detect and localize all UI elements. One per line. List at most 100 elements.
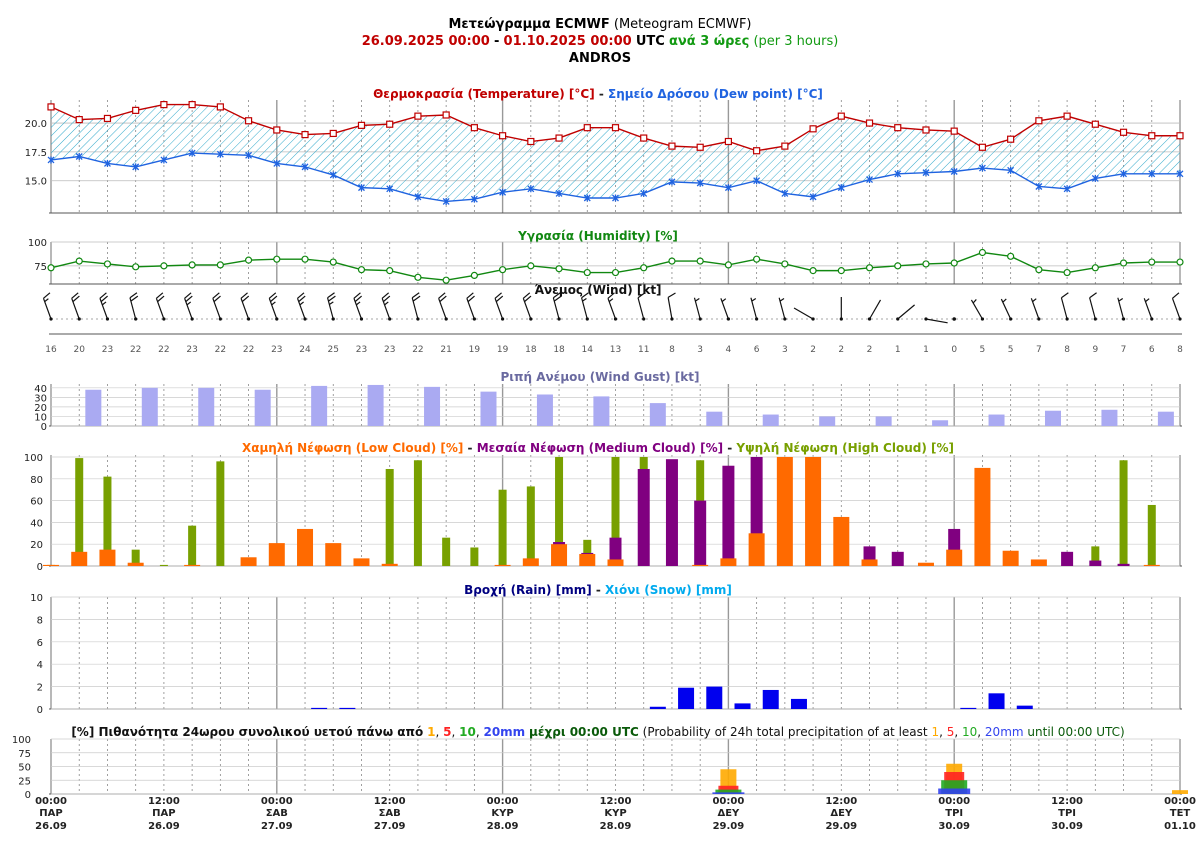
temperature-point: [865, 119, 874, 127]
wind-barb: [411, 292, 421, 321]
wind-station-dot: [811, 317, 815, 321]
dewpoint-title: Σημείο Δρόσου (Dew point) [°C]: [608, 87, 823, 101]
wind-station-dot: [77, 317, 81, 321]
temperature-point: [894, 124, 902, 132]
x-tick-date: 29.09: [825, 821, 857, 832]
wind-station-dot: [303, 317, 307, 321]
medium-cloud-bar: [1117, 563, 1130, 566]
temperature-point: [1063, 112, 1071, 120]
high-cloud-bar: [611, 457, 620, 566]
wind-barb-full: [185, 295, 193, 303]
dewpoint-point: [724, 184, 732, 192]
wind-barb-full: [353, 292, 361, 299]
wind-shaft: [750, 297, 758, 320]
humidity-ytick: 75: [34, 262, 47, 273]
prob-ytick: 75: [18, 749, 31, 760]
wind-barb-full: [298, 295, 306, 303]
wind-barb: [896, 304, 915, 321]
medium-cloud-bar: [722, 465, 735, 566]
wind-speed-label: 16: [45, 345, 57, 355]
x-tick-day: ΔΕΥ: [717, 808, 740, 819]
wind-speed-label: 0: [951, 345, 957, 355]
wind-barb-full: [71, 292, 79, 299]
wind-station-dot: [924, 317, 928, 321]
low-cloud-bar: [776, 457, 793, 566]
high-cloud-bar: [498, 489, 507, 566]
x-tick-time: 12:00: [825, 796, 857, 807]
dewpoint-point: [668, 178, 676, 186]
temperature-point: [724, 137, 733, 146]
humidity-point: [75, 257, 83, 265]
temperature-point: [329, 129, 337, 138]
cloud-panel-title: Χαμηλή Νέφωση (Low Cloud) [%] - Μεσαία Ν…: [242, 441, 954, 455]
rain-ytick: 10: [30, 593, 43, 604]
wind-barb: [353, 292, 364, 321]
wind-shaft: [1171, 298, 1181, 320]
gust-bar: [1044, 410, 1061, 426]
high-cloud-bar: [159, 564, 168, 566]
humidity-point: [160, 262, 168, 270]
wind-speed-label: 6: [754, 345, 760, 355]
humidity-point: [837, 267, 845, 275]
gust-ytick: 0: [41, 422, 47, 433]
wind-shaft: [155, 298, 165, 320]
x-tick-time: 12:00: [1051, 796, 1083, 807]
high-cloud-bar: [75, 458, 84, 566]
rain-ytick: 6: [37, 638, 43, 649]
wind-station-dot: [839, 317, 843, 321]
wind-shaft: [184, 298, 193, 320]
wind-barb-half: [1118, 298, 1124, 302]
wind-barb: [607, 292, 618, 321]
wind-shaft: [693, 297, 701, 320]
low-cloud-bar: [325, 543, 342, 566]
wind-station-dot: [134, 317, 138, 321]
wind-speed-label: 5: [1008, 345, 1014, 355]
prob-ytick: 25: [18, 776, 31, 787]
wind-station-dot: [218, 317, 222, 321]
gust-bar: [424, 386, 441, 426]
step-en: (per 3 hours): [753, 34, 839, 49]
gust-ytick: 10: [34, 412, 47, 423]
dewpoint-point: [499, 188, 507, 196]
wind-station-dot: [896, 317, 900, 321]
wind-station-dot: [529, 317, 533, 321]
dewpoint-point: [188, 149, 196, 157]
temperature-point: [837, 112, 845, 120]
gust-bar: [1101, 409, 1118, 426]
x-tick-day: ΤΕΤ: [1170, 808, 1191, 819]
dewpoint-point: [837, 184, 845, 192]
wind-barb: [155, 292, 166, 321]
medium-cloud-bar: [694, 500, 707, 566]
wind-speed-label: 19: [497, 345, 509, 355]
humidity-point: [781, 260, 789, 268]
wind-barb-full: [327, 292, 335, 299]
wind-shaft: [353, 298, 363, 320]
medium-cloud-bar: [665, 459, 678, 566]
wind-barb-full: [467, 295, 475, 303]
wind-barb-full: [667, 292, 676, 298]
humidity-title: Υγρασία (Humidity) [%]: [517, 229, 678, 243]
x-tick-date: 30.09: [1051, 821, 1083, 832]
wind-barb-full: [1172, 292, 1180, 299]
humidity-point: [696, 257, 704, 265]
wind-barb-full: [381, 292, 390, 299]
gust-bar: [480, 391, 497, 426]
cloud-ytick: 60: [30, 497, 43, 508]
wind-station-dot: [444, 317, 448, 321]
wind-speed-label: 2: [838, 345, 844, 355]
wind-station-dot: [331, 317, 335, 321]
temperature-point: [1091, 120, 1099, 128]
low-cloud-bar: [551, 544, 568, 566]
gust-bar: [311, 385, 328, 426]
low-cloud-bar: [974, 467, 991, 566]
temperature-point: [809, 125, 817, 133]
date-end: 01.10.2025 00:00: [503, 34, 632, 49]
x-axis-labels: 00:00ΠΑΡ26.0912:00ΠΑΡ26.0900:00ΣΑΒ27.091…: [35, 796, 1196, 832]
wind-barb-full: [72, 295, 80, 303]
wind-speed-label: 22: [130, 345, 141, 355]
low-cloud-bar: [43, 564, 59, 566]
wind-barb: [778, 297, 787, 321]
wind-shaft: [296, 298, 306, 320]
gust-bar: [536, 394, 553, 426]
gust-bar: [254, 389, 271, 426]
